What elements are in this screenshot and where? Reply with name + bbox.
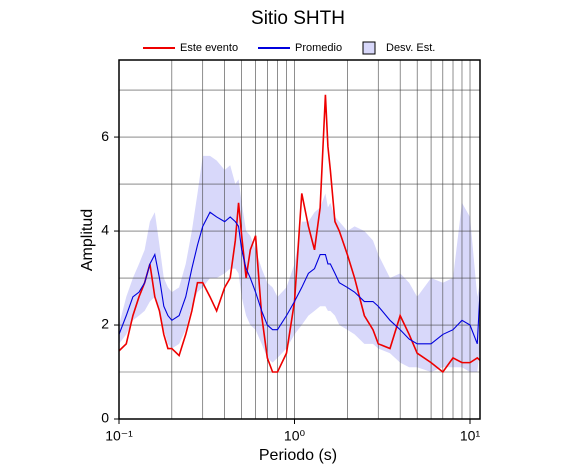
x-tick-label: 10⁻¹ [105, 428, 133, 444]
x-tick-label: 10¹ [460, 428, 481, 444]
plot-frame [118, 59, 481, 420]
series-line [118, 211, 481, 345]
legend-label: Este evento [180, 42, 238, 54]
std-band [119, 155, 480, 373]
legend-label: Promedio [295, 42, 342, 54]
y-axis-label: Amplitud [79, 209, 96, 271]
y-tick-label: 4 [101, 222, 109, 238]
y-tick-label: 2 [101, 316, 109, 332]
x-tick-label: 10⁰ [284, 428, 306, 444]
legend-swatch [362, 41, 376, 55]
y-tick-label: 6 [101, 128, 109, 144]
x-axis-label: Periodo (s) [259, 447, 337, 464]
legend-label: Desv. Est. [386, 42, 435, 54]
y-tick-label: 0 [101, 410, 109, 426]
chart-title: Sitio SHTH [251, 8, 345, 29]
